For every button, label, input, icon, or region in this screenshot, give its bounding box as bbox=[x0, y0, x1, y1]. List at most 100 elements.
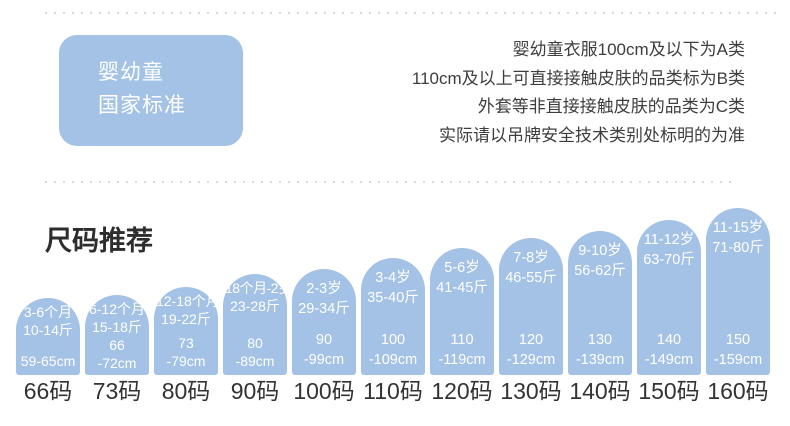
note-line-1: 婴幼童衣服100cm及以下为A类 bbox=[512, 40, 745, 59]
arch-top-group: 3-4岁 35-40斤 bbox=[363, 268, 423, 308]
arch-top-group: 11-12岁 63-70斤 bbox=[639, 230, 699, 270]
height-range-2: -72cm bbox=[97, 355, 137, 371]
arch-top-group: 12-18个月 19-22斤 bbox=[156, 292, 220, 328]
size-label: 150码 bbox=[638, 378, 700, 404]
size-column-73: 6-12个月 15-18斤 66 -72cm 73码 bbox=[85, 295, 149, 403]
note-line-2: 110cm及以上可直接接触皮肤的品类标为B类 bbox=[411, 68, 745, 88]
height-range-1: 80 bbox=[247, 335, 263, 351]
size-label: 130码 bbox=[500, 378, 562, 404]
height-range-2: -109cm bbox=[368, 352, 418, 368]
weight-range: 41-45斤 bbox=[436, 280, 488, 296]
size-column-150: 11-12岁 63-70斤 140 -149cm 150码 bbox=[637, 220, 701, 403]
size-label: 66码 bbox=[23, 378, 73, 404]
arch-top-group: 9-10岁 56-62斤 bbox=[570, 241, 630, 281]
national-standard-badge: 婴幼童 国家标准 bbox=[59, 35, 243, 146]
height-range-1: 66 bbox=[109, 337, 125, 353]
arch-bottom-group: 140 -149cm bbox=[639, 330, 699, 370]
height-range-1: 90 bbox=[315, 332, 333, 348]
height-range-1: 110 bbox=[450, 332, 474, 348]
arch-top-group: 7-8岁 46-55斤 bbox=[501, 248, 561, 288]
arch-top-group: 2-3岁 29-34斤 bbox=[294, 279, 354, 319]
size-label: 80码 bbox=[161, 378, 211, 404]
height-range-1: 100 bbox=[380, 332, 406, 348]
note-line-4: 实际请以吊牌安全技术类别处标明的为准 bbox=[439, 125, 745, 145]
age-range: 2-3岁 bbox=[306, 281, 342, 297]
size-arch: 3-6个月 10-14斤 59-65cm bbox=[16, 298, 80, 375]
size-label: 120码 bbox=[431, 378, 493, 404]
size-label: 90码 bbox=[230, 378, 280, 404]
dotted-divider-bottom bbox=[45, 181, 733, 183]
height-range-2: -129cm bbox=[506, 352, 556, 368]
size-arch: 11-15岁 71-80斤 150 -159cm bbox=[706, 208, 770, 375]
age-range: 7-8岁 bbox=[513, 250, 549, 266]
arch-top-group: 11-15岁 71-80斤 bbox=[708, 218, 768, 258]
weight-range: 29-34斤 bbox=[298, 301, 350, 317]
arch-bottom-group: 73 -79cm bbox=[156, 334, 216, 370]
weight-range: 19-22斤 bbox=[161, 311, 211, 327]
arch-bottom-group: 100 -109cm bbox=[363, 330, 423, 370]
age-range: 12-18个月 bbox=[156, 293, 220, 309]
arch-bottom-group: 130 -139cm bbox=[570, 330, 630, 370]
size-arch: 2-3岁 29-34斤 90 -99cm bbox=[292, 269, 356, 375]
size-chart: 3-6个月 10-14斤 59-65cm 66码 6-12个月 15-18斤 6… bbox=[16, 208, 774, 403]
age-range: 18个月-2岁 bbox=[225, 280, 292, 296]
height-range-1: 120 bbox=[518, 332, 544, 348]
weight-range: 63-70斤 bbox=[643, 252, 695, 268]
height-range-1: 130 bbox=[587, 332, 613, 348]
age-range: 9-10岁 bbox=[578, 243, 622, 259]
size-column-160: 11-15岁 71-80斤 150 -159cm 160码 bbox=[706, 208, 770, 403]
height-range-2: -79cm bbox=[166, 353, 206, 369]
size-arch: 18个月-2岁 23-28斤 80 -89cm bbox=[223, 274, 292, 375]
height-range-2: -139cm bbox=[575, 352, 625, 368]
arch-top-group: 5-6岁 41-45斤 bbox=[432, 258, 492, 298]
size-label: 73码 bbox=[92, 378, 142, 404]
height-range-2: -99cm bbox=[303, 352, 345, 368]
size-column-140: 9-10岁 56-62斤 130 -139cm 140码 bbox=[568, 231, 632, 403]
age-range: 6-12个月 bbox=[88, 301, 146, 317]
size-column-110: 3-4岁 35-40斤 100 -109cm 110码 bbox=[361, 258, 425, 403]
size-arch: 11-12岁 63-70斤 140 -149cm bbox=[637, 220, 701, 375]
arch-bottom-group: 150 -159cm bbox=[708, 330, 768, 370]
arch-top-group: 18个月-2岁 23-28斤 bbox=[225, 279, 292, 315]
size-label: 100码 bbox=[293, 378, 355, 404]
safety-category-notes: 婴幼童衣服100cm及以下为A类 110cm及以上可直接接触皮肤的品类标为B类 … bbox=[412, 36, 745, 150]
size-recommendation-title: 尺码推荐 bbox=[45, 226, 153, 256]
size-arch: 5-6岁 41-45斤 110 -119cm bbox=[430, 248, 494, 375]
height-range-2: -159cm bbox=[713, 352, 763, 368]
size-label: 110码 bbox=[363, 378, 423, 404]
size-arch: 3-4岁 35-40斤 100 -109cm bbox=[361, 258, 425, 375]
size-arch: 6-12个月 15-18斤 66 -72cm bbox=[85, 295, 149, 375]
age-range: 3-4岁 bbox=[375, 270, 411, 286]
weight-range: 10-14斤 bbox=[23, 322, 73, 338]
arch-bottom-group: 110 -119cm bbox=[432, 330, 492, 370]
size-column-100: 2-3岁 29-34斤 90 -99cm 100码 bbox=[292, 269, 356, 403]
age-range: 3-6个月 bbox=[23, 304, 73, 320]
arch-top-group: 3-6个月 10-14斤 bbox=[18, 303, 78, 339]
size-column-66: 3-6个月 10-14斤 59-65cm 66码 bbox=[16, 298, 80, 403]
note-line-3: 外套等非直接接触皮肤的品类为C类 bbox=[477, 97, 745, 116]
arch-bottom-group: 80 -89cm bbox=[225, 334, 285, 370]
height-range-1: 150 bbox=[725, 332, 751, 348]
size-column-130: 7-8岁 46-55斤 120 -129cm 130码 bbox=[499, 238, 563, 403]
dotted-divider-top bbox=[45, 12, 778, 14]
height-range-2: -89cm bbox=[235, 353, 275, 369]
size-label: 140码 bbox=[569, 378, 631, 404]
badge-line-1: 婴幼童 bbox=[98, 61, 164, 84]
height-range-2: -149cm bbox=[644, 352, 694, 368]
arch-bottom-group: 59-65cm bbox=[18, 352, 78, 370]
size-label: 160码 bbox=[707, 378, 769, 404]
height-range-1: 140 bbox=[656, 332, 682, 348]
age-range: 11-12岁 bbox=[643, 232, 695, 248]
weight-range: 15-18斤 bbox=[92, 319, 142, 335]
size-arch: 7-8岁 46-55斤 120 -129cm bbox=[499, 238, 563, 375]
arch-top-group: 6-12个月 15-18斤 bbox=[87, 300, 147, 336]
weight-range: 56-62斤 bbox=[574, 263, 626, 279]
size-column-90: 18个月-2岁 23-28斤 80 -89cm 90码 bbox=[223, 274, 292, 404]
size-arch: 9-10岁 56-62斤 130 -139cm bbox=[568, 231, 632, 375]
height-range-1: 73 bbox=[178, 335, 194, 351]
height-range-1: 59-65cm bbox=[20, 353, 76, 369]
size-column-80: 12-18个月 19-22斤 73 -79cm 80码 bbox=[154, 287, 220, 404]
weight-range: 23-28斤 bbox=[230, 298, 280, 314]
size-arch: 12-18个月 19-22斤 73 -79cm bbox=[154, 287, 220, 375]
weight-range: 71-80斤 bbox=[712, 240, 764, 256]
